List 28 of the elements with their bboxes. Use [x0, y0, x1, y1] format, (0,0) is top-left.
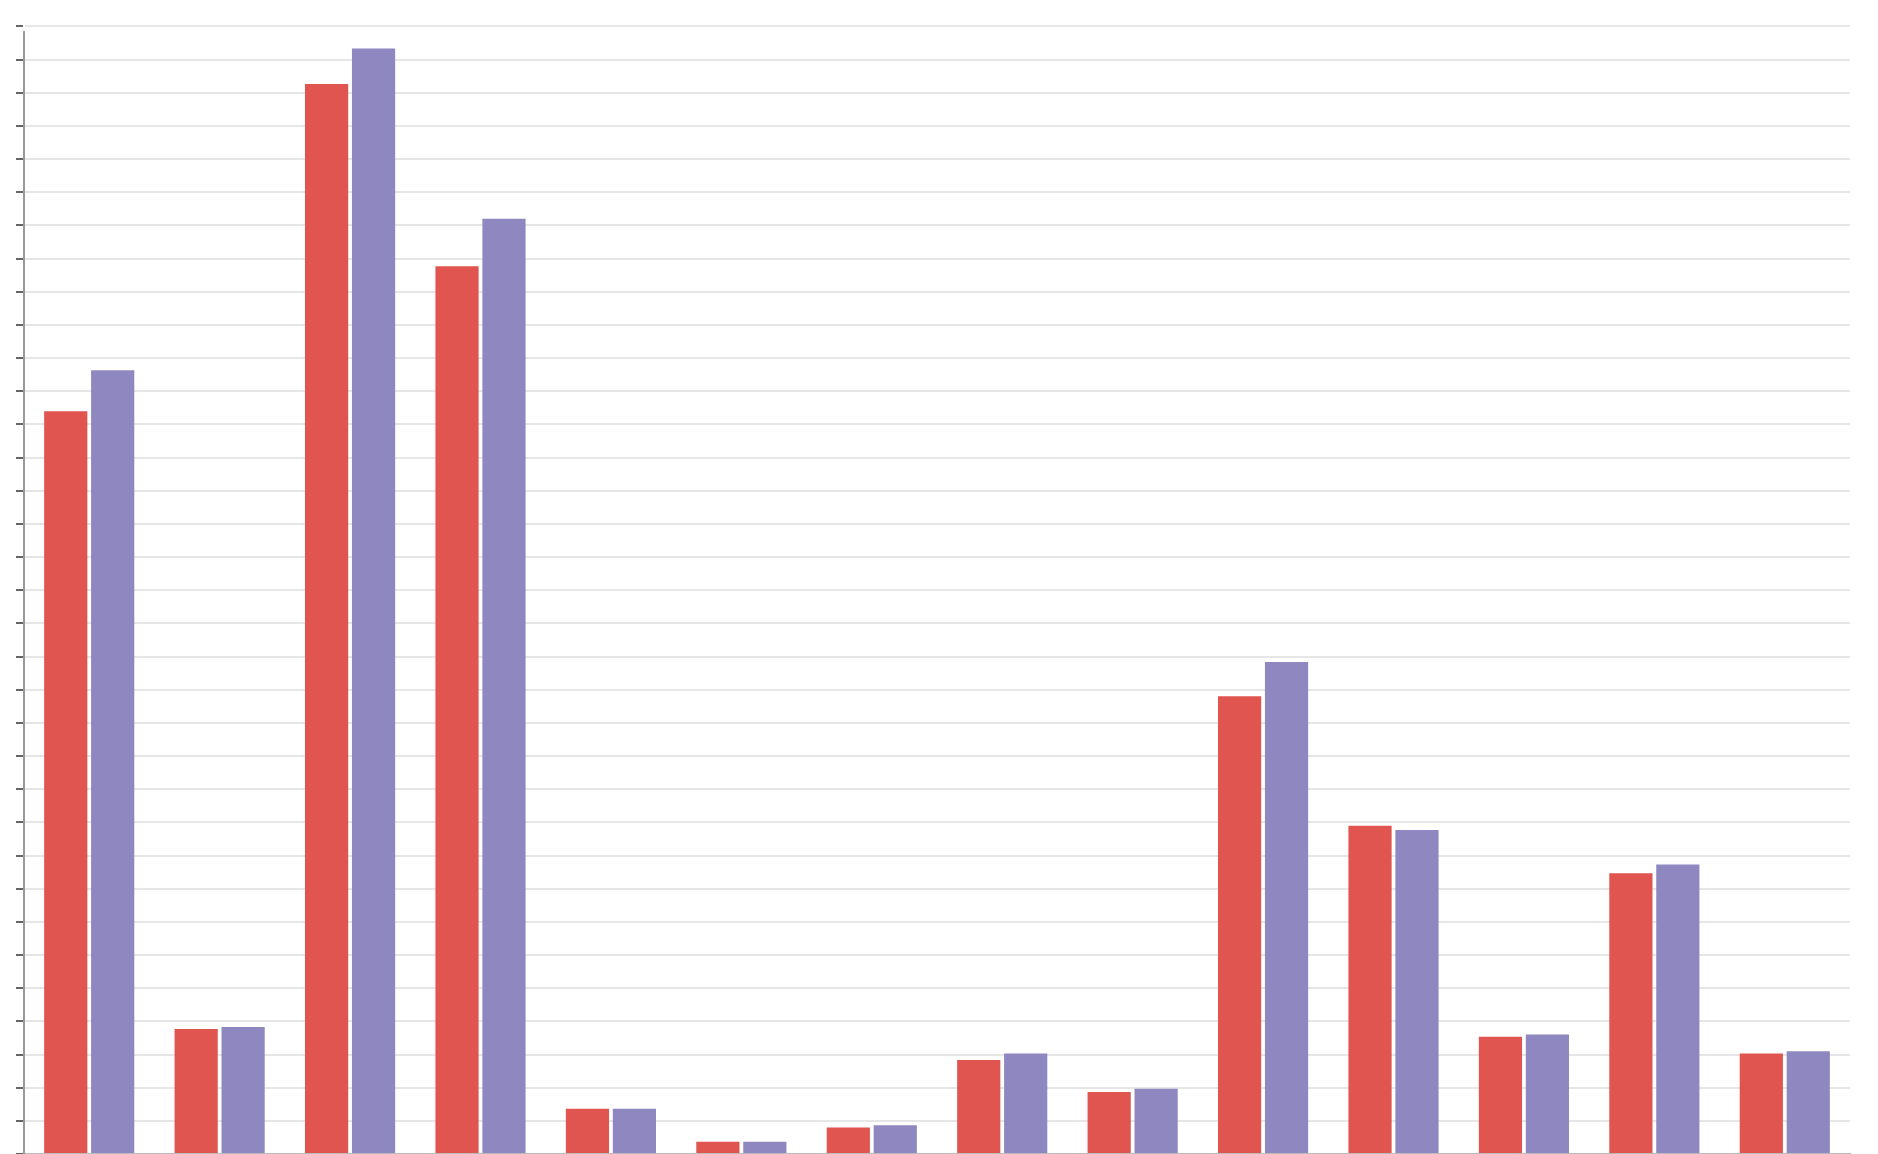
bar: [1656, 864, 1700, 1153]
bar: [1348, 825, 1392, 1153]
bar: [351, 48, 396, 1153]
bar: [1478, 1036, 1523, 1153]
bar: [826, 1127, 870, 1153]
bar: [957, 1060, 1001, 1153]
bar: [305, 83, 349, 1153]
bar: [565, 1108, 610, 1153]
bar: [221, 1026, 265, 1153]
bar: [1739, 1053, 1783, 1153]
bar: [91, 370, 135, 1153]
bar: [435, 266, 479, 1153]
bar: [1217, 696, 1262, 1153]
bar: [1087, 1092, 1131, 1153]
bar: [44, 411, 88, 1153]
bar: [174, 1029, 218, 1153]
bar: [1609, 873, 1653, 1153]
bar: [1786, 1051, 1830, 1153]
bar: [696, 1141, 740, 1153]
bar: [612, 1108, 657, 1153]
bar: [1525, 1034, 1570, 1153]
bar: [743, 1141, 787, 1153]
bar: [873, 1125, 917, 1153]
bar: [1134, 1088, 1178, 1153]
bar: [1004, 1053, 1048, 1153]
bar: [482, 218, 526, 1153]
bar: [1264, 662, 1309, 1153]
bar: [1395, 830, 1439, 1153]
